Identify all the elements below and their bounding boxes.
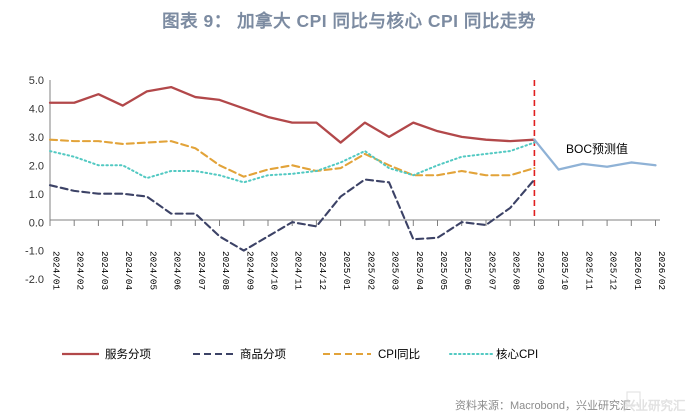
svg-text:2024/05: 2024/05 — [147, 251, 158, 290]
svg-text:CPI同比: CPI同比 — [378, 348, 420, 361]
svg-text:2025/04: 2025/04 — [414, 251, 425, 290]
svg-text:2025/06: 2025/06 — [462, 251, 473, 290]
svg-text:2025/10: 2025/10 — [559, 251, 570, 290]
svg-text:2025/05: 2025/05 — [438, 251, 449, 290]
svg-text:2025/03: 2025/03 — [390, 251, 401, 290]
svg-text:2025/07: 2025/07 — [487, 251, 498, 290]
svg-text:2024/02: 2024/02 — [75, 251, 86, 290]
svg-text:3.0: 3.0 — [29, 132, 44, 144]
svg-text:商品分项: 商品分项 — [240, 347, 286, 361]
svg-text:5.0: 5.0 — [29, 75, 44, 87]
svg-text:2024/12: 2024/12 — [317, 251, 328, 290]
svg-text:2024/07: 2024/07 — [196, 251, 207, 290]
svg-text:4.0: 4.0 — [29, 103, 44, 115]
svg-text:服务分项: 服务分项 — [105, 347, 151, 361]
svg-text:核心CPI: 核心CPI — [496, 347, 538, 361]
svg-text:2025/02: 2025/02 — [365, 251, 376, 290]
svg-text:-1.0: -1.0 — [25, 246, 44, 258]
svg-text:2025/01: 2025/01 — [341, 251, 352, 290]
svg-text:2024/01: 2024/01 — [51, 251, 62, 290]
svg-text:2025/12: 2025/12 — [608, 251, 619, 290]
svg-text:-2.0: -2.0 — [25, 274, 44, 286]
svg-text:2024/09: 2024/09 — [244, 251, 255, 290]
svg-text:0.0: 0.0 — [29, 217, 44, 229]
svg-text:2024/10: 2024/10 — [269, 251, 280, 290]
svg-text:2024/11: 2024/11 — [293, 251, 304, 290]
svg-text:2026/01: 2026/01 — [632, 251, 643, 290]
svg-text:兴业研究汇: 兴业研究汇 — [623, 398, 686, 413]
svg-text:1.0: 1.0 — [29, 189, 44, 201]
svg-text:资料来源：Macrobond，兴业研究汇: 资料来源：Macrobond，兴业研究汇 — [455, 398, 631, 412]
svg-text:2024/03: 2024/03 — [99, 251, 110, 290]
svg-text:2025/09: 2025/09 — [535, 251, 546, 290]
svg-text:2024/04: 2024/04 — [123, 251, 134, 290]
svg-text:2024/08: 2024/08 — [220, 251, 231, 290]
svg-text:2024/06: 2024/06 — [172, 251, 183, 290]
svg-text:BOC预测值: BOC预测值 — [566, 141, 628, 156]
svg-text:2026/02: 2026/02 — [656, 251, 667, 290]
svg-text:2025/08: 2025/08 — [511, 251, 522, 290]
svg-text:2.0: 2.0 — [29, 160, 44, 172]
svg-text:2025/11: 2025/11 — [583, 251, 594, 290]
